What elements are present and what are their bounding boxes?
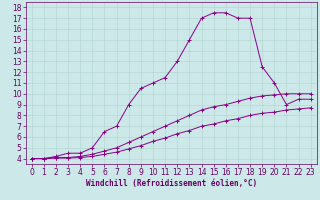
X-axis label: Windchill (Refroidissement éolien,°C): Windchill (Refroidissement éolien,°C) <box>86 179 257 188</box>
